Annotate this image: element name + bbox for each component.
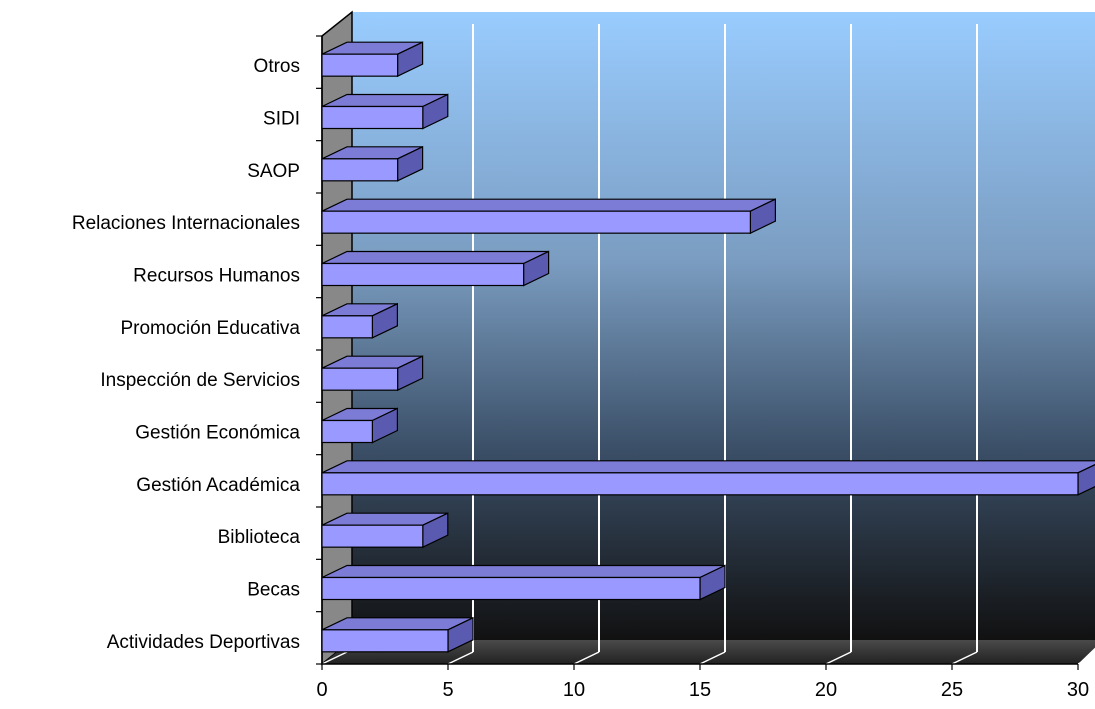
bar-front-face: [321, 367, 399, 391]
category-label: Otros: [254, 56, 300, 77]
bar-top-face: [321, 564, 726, 579]
bar: [321, 355, 424, 392]
axes: [316, 35, 1079, 670]
bar-front-face: [321, 472, 1079, 496]
x-tick-labels: 0 5 10 15 20 25 30: [316, 679, 1089, 701]
bar-top-face: [321, 460, 1095, 474]
bar: [321, 198, 777, 235]
bar: [321, 616, 474, 653]
category-label: Promoción Educativa: [120, 318, 300, 339]
floor-grid-line: [573, 651, 600, 665]
category-label: Inspección de Servicios: [100, 370, 300, 391]
bar-front-face: [321, 53, 399, 77]
x-tick-label: 10: [563, 679, 585, 701]
bar: [321, 250, 550, 287]
x-tick-label: 30: [1067, 679, 1089, 701]
grid-lines: [321, 24, 1095, 665]
bar: [321, 41, 424, 78]
floor-grid-line: [825, 651, 852, 665]
x-tick-label: 25: [941, 679, 963, 701]
category-label: SIDI: [263, 109, 300, 130]
bar-top-face: [321, 617, 474, 631]
bar-front-face: [321, 524, 424, 548]
bar-top-face: [321, 250, 549, 265]
bar: [321, 512, 449, 549]
chart-floor: [322, 640, 1095, 664]
bar: [321, 93, 449, 130]
bar-top-face: [321, 198, 776, 212]
bar: [321, 564, 726, 601]
category-label: SAOP: [247, 161, 300, 182]
x-tick-label: 20: [815, 679, 837, 701]
category-label: Gestión Académica: [136, 475, 300, 496]
bar-front-face: [321, 262, 525, 287]
bar-front-face: [321, 419, 374, 444]
category-label: Recursos Humanos: [133, 266, 300, 287]
chart-back-wall: [352, 12, 1095, 640]
category-labels: Otros SIDI SAOP Relaciones Internacionales R…: [72, 56, 301, 653]
bar: [321, 460, 1095, 496]
bar: [321, 302, 398, 339]
category-label: Relaciones Internacionales: [72, 213, 300, 234]
category-label: Gestión Económica: [135, 423, 300, 444]
category-label: Actividades Deportivas: [107, 632, 300, 653]
bar-front-face: [321, 315, 374, 339]
floor-grid-line: [951, 651, 978, 665]
bar: [321, 145, 424, 182]
x-tick-label: 0: [316, 679, 327, 701]
bar-front-face: [321, 629, 449, 653]
x-tick-label: 5: [442, 679, 453, 701]
bar-front-face: [321, 210, 751, 234]
bar-front-face: [321, 576, 701, 601]
bar-front-face: [321, 105, 424, 130]
floor-grid-line: [321, 651, 348, 665]
x-tick-label: 15: [689, 679, 711, 701]
floor-grid-line: [447, 651, 474, 665]
bar: [321, 407, 398, 444]
category-label: Biblioteca: [218, 527, 301, 548]
floor-grid-line: [699, 651, 726, 665]
bar-front-face: [321, 158, 399, 182]
floor-grid-line: [1077, 655, 1095, 665]
category-label: Becas: [247, 580, 300, 601]
bars: [321, 41, 1095, 653]
